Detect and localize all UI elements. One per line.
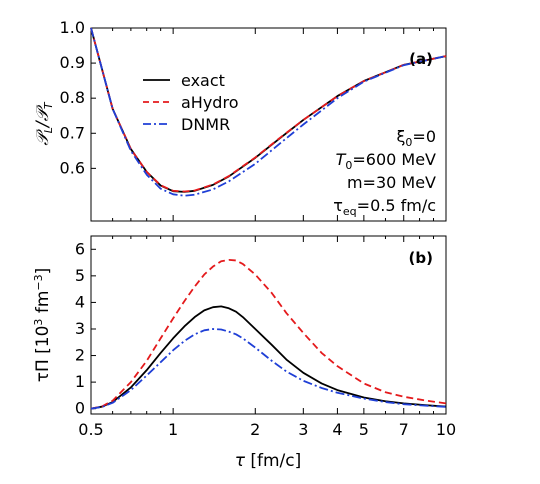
panel-b-ytick-label: 1 [75, 372, 85, 391]
panel-a-ytick-label: 0.7 [60, 123, 85, 142]
panel-b-xtick-label: 10 [436, 420, 456, 439]
panel-a-ylabel: 𝒫L/𝒫T [33, 101, 55, 145]
panel-b-series [90, 259, 447, 410]
panel-b-ytick-label: 2 [75, 346, 85, 365]
parameter-annotations: ξ0=0 T0=600 MeV m=30 MeV τeq=0.5 fm/c [333, 127, 436, 218]
panel-b-ytick-label: 6 [75, 239, 85, 258]
panel-b-ytick-label: 3 [75, 319, 85, 338]
panel-a-series [90, 27, 447, 197]
legend-label-dnmr: DNMR [181, 115, 230, 134]
panel-a-label: (a) [409, 50, 433, 68]
annotation-xi0: ξ0=0 [396, 127, 436, 149]
panel-a-ytick-label: 0.9 [60, 53, 85, 72]
panel-a-series-dnmr [90, 27, 447, 197]
panel-a-ytick-label: 1.0 [60, 18, 85, 37]
panel-b-series-exact [90, 305, 447, 410]
panel-b-series-dnmr [90, 328, 447, 410]
legend-label-ahydro: aHydro [181, 93, 238, 112]
panel-b-ytick-label: 5 [75, 266, 85, 285]
legend: exact aHydro DNMR [143, 71, 238, 134]
panel-a-ytick-label: 0.6 [60, 158, 85, 177]
panel-b-frame [90, 235, 447, 415]
panel-b-ylabel: τΠ [103 fm−3] [32, 268, 53, 383]
panel-b-ytick-label: 4 [75, 292, 85, 311]
annotation-taueq: τeq=0.5 fm/c [333, 196, 436, 218]
panel-a-ticks: 0.6 0.7 0.8 0.9 1.0 [60, 18, 447, 221]
panel-b-xlabel: τ [fm/c] [235, 451, 302, 471]
panel-b-xtick-label: 3 [298, 420, 308, 439]
annotation-mass: m=30 MeV [347, 173, 436, 192]
panel-a-ytick-label: 0.8 [60, 88, 85, 107]
panel-b-xtick-label: 7 [399, 420, 409, 439]
panel-b-xtick-label: 2 [250, 420, 260, 439]
panel-b-series-ahydro [90, 259, 447, 410]
panel-b-ytick-label: 0 [75, 399, 85, 418]
legend-label-exact: exact [181, 71, 225, 90]
panel-b-xtick-label: 4 [332, 420, 342, 439]
panel-b-xtick-label: 0.5 [78, 420, 103, 439]
panel-b-label: (b) [409, 249, 433, 267]
panel-a-series-ahydro [90, 27, 447, 193]
panel-b-xtick-label: 5 [359, 420, 369, 439]
panel-a-frame [90, 27, 447, 222]
panel-b-xtick-label: 1 [168, 420, 178, 439]
annotation-t0: T0=600 MeV [336, 150, 436, 172]
